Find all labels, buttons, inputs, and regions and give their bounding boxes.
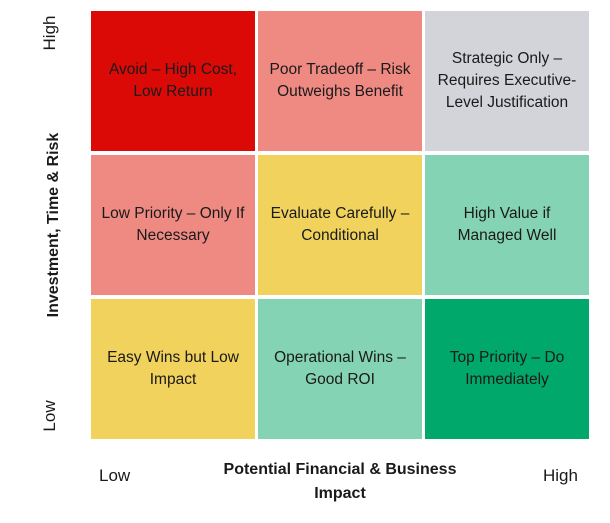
- x-axis-low-label: Low: [99, 466, 131, 485]
- matrix-cell-medium-investment-medium-impact: Evaluate Carefully – Conditional: [258, 155, 422, 295]
- matrix-cell-low-investment-medium-impact: Operational Wins – Good ROI: [258, 299, 422, 439]
- matrix-cell-high-investment-low-impact: Avoid – High Cost, Low Return: [91, 11, 255, 151]
- matrix-cell-medium-investment-low-impact: Low Priority – Only If Necessary: [91, 155, 255, 295]
- matrix-cell-low-investment-high-impact: Top Priority – Do Immediately: [425, 299, 589, 439]
- y-axis-low-label: Low: [40, 400, 59, 432]
- matrix-cell-high-investment-medium-impact: Poor Tradeoff – Risk Outweighs Benefit: [258, 11, 422, 151]
- x-axis-title: Potential Financial & Business Impact: [223, 461, 457, 502]
- y-axis-high-label: High: [40, 15, 59, 51]
- priority-matrix: Avoid – High Cost, Low Return Poor Trade…: [91, 11, 589, 439]
- x-axis-high-label: High: [543, 466, 578, 485]
- matrix-cell-high-investment-high-impact: Strategic Only – Requires Executive-Leve…: [425, 11, 589, 151]
- y-axis-title: Investment, Time & Risk: [45, 132, 62, 318]
- matrix-cell-low-investment-low-impact: Easy Wins but Low Impact: [91, 299, 255, 439]
- matrix-cell-medium-investment-high-impact: High Value if Managed Well: [425, 155, 589, 295]
